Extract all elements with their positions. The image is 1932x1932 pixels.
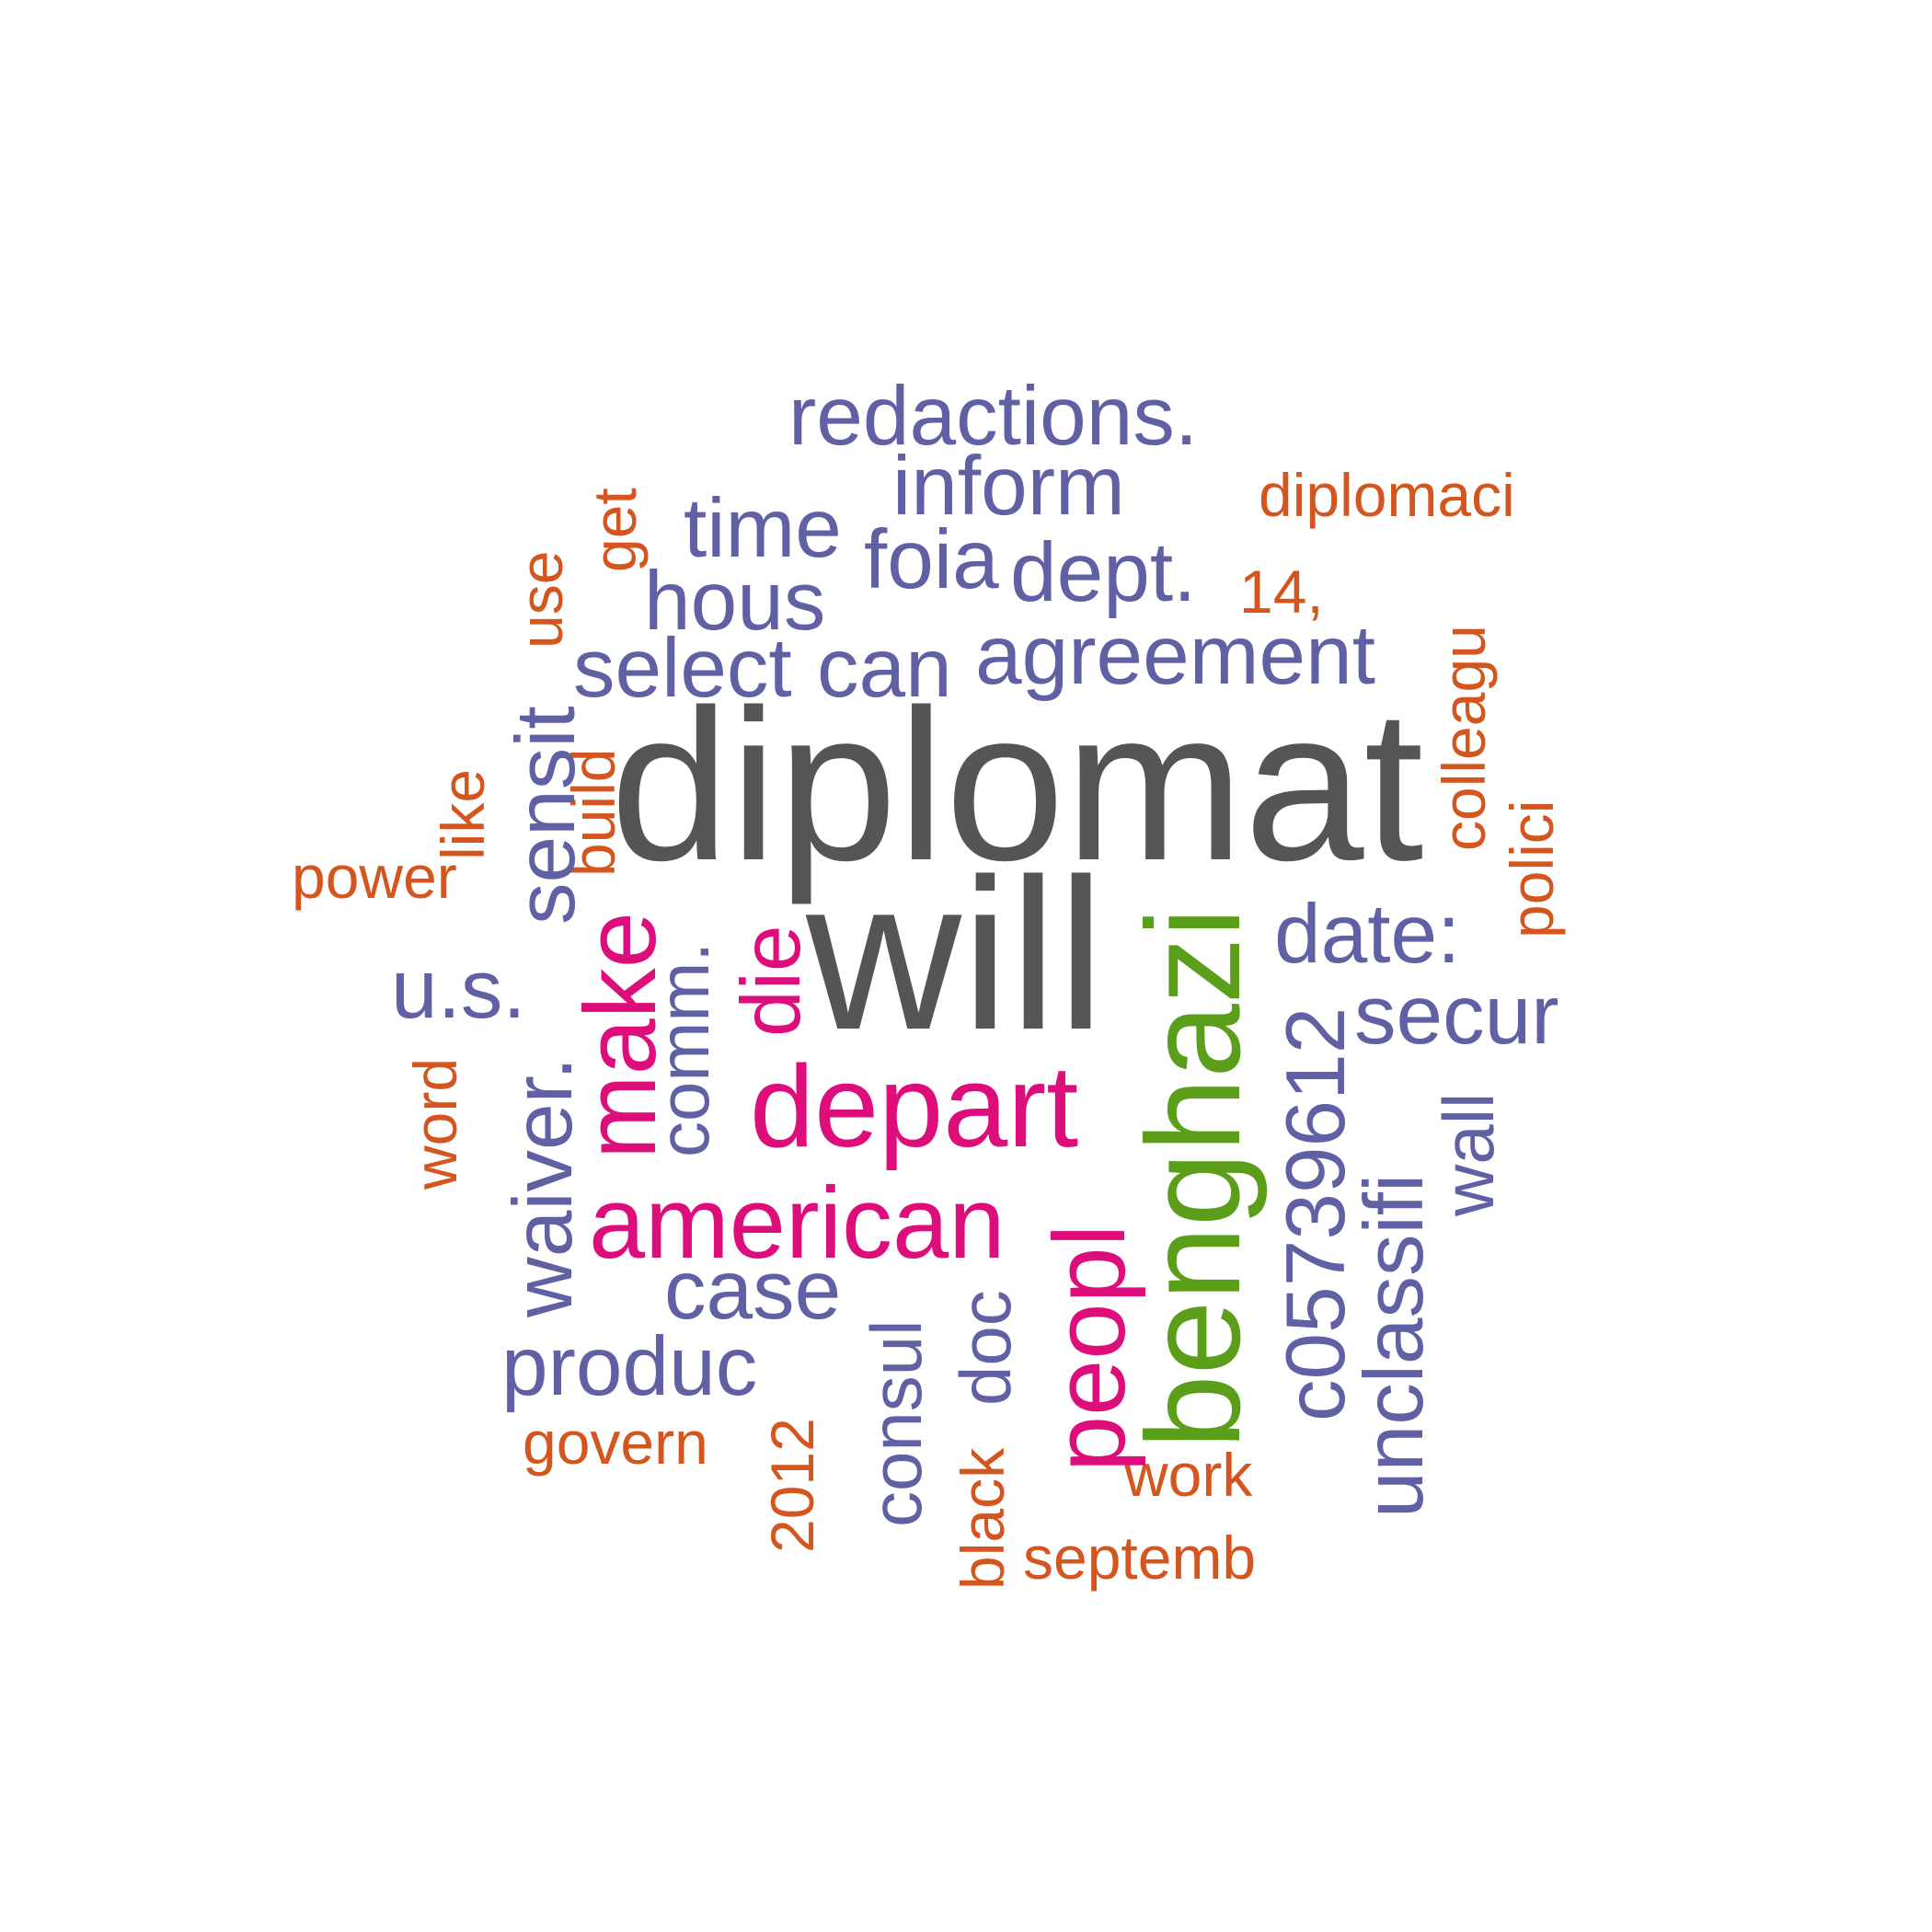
word-dept: dept. [1010, 526, 1197, 619]
word-american: american [589, 1167, 1006, 1280]
word-depart: depart [750, 1041, 1079, 1171]
word-can: can [817, 622, 952, 715]
word-doc: doc [945, 1290, 1026, 1406]
word-use: use [507, 550, 575, 649]
word-septemb: septemb [1023, 1524, 1257, 1592]
word-diplomaci: diplomaci [1259, 461, 1515, 529]
word-secur: secur [1354, 969, 1559, 1062]
word-will: will [806, 834, 1105, 1075]
word-consul: consul [856, 1319, 937, 1527]
word-word: word [401, 1057, 469, 1190]
word-time: time [684, 482, 842, 575]
word-like: like [429, 768, 497, 860]
word-foia: foia [864, 513, 999, 606]
word-black: black [949, 1447, 1017, 1590]
word-power: power [292, 843, 457, 911]
word-redactions: redactions. [788, 370, 1199, 463]
word-hous: hous [644, 555, 826, 648]
word-date: date: [1274, 888, 1461, 981]
word-case: case [664, 1244, 842, 1337]
word-14: 14, [1239, 558, 1324, 626]
word-polici: polici [1498, 799, 1566, 938]
word-waiver: waiver. [497, 1056, 590, 1317]
word-work: work [1124, 1441, 1253, 1509]
word-c05739612: c05739612 [1270, 1006, 1363, 1421]
word-colleagu: colleagu [1430, 625, 1498, 851]
word-get: get [581, 488, 649, 572]
word-wall: wall [1428, 1092, 1509, 1216]
word-us: u.s. [391, 943, 526, 1036]
word-unclassifi: unclassifi [1348, 1173, 1441, 1518]
word-2012: 2012 [758, 1418, 826, 1553]
word-govern: govern [523, 1409, 708, 1477]
word-benghazi: benghazi [1119, 907, 1268, 1449]
word-die: die [725, 925, 818, 1037]
word-select: select [573, 622, 792, 715]
word-inform: inform [892, 440, 1125, 533]
word-sensit: sensit [500, 706, 592, 925]
word-produc: produc [501, 1320, 758, 1413]
word-agreement: agreement [975, 609, 1376, 702]
word-diplomat: diplomat [610, 664, 1424, 905]
